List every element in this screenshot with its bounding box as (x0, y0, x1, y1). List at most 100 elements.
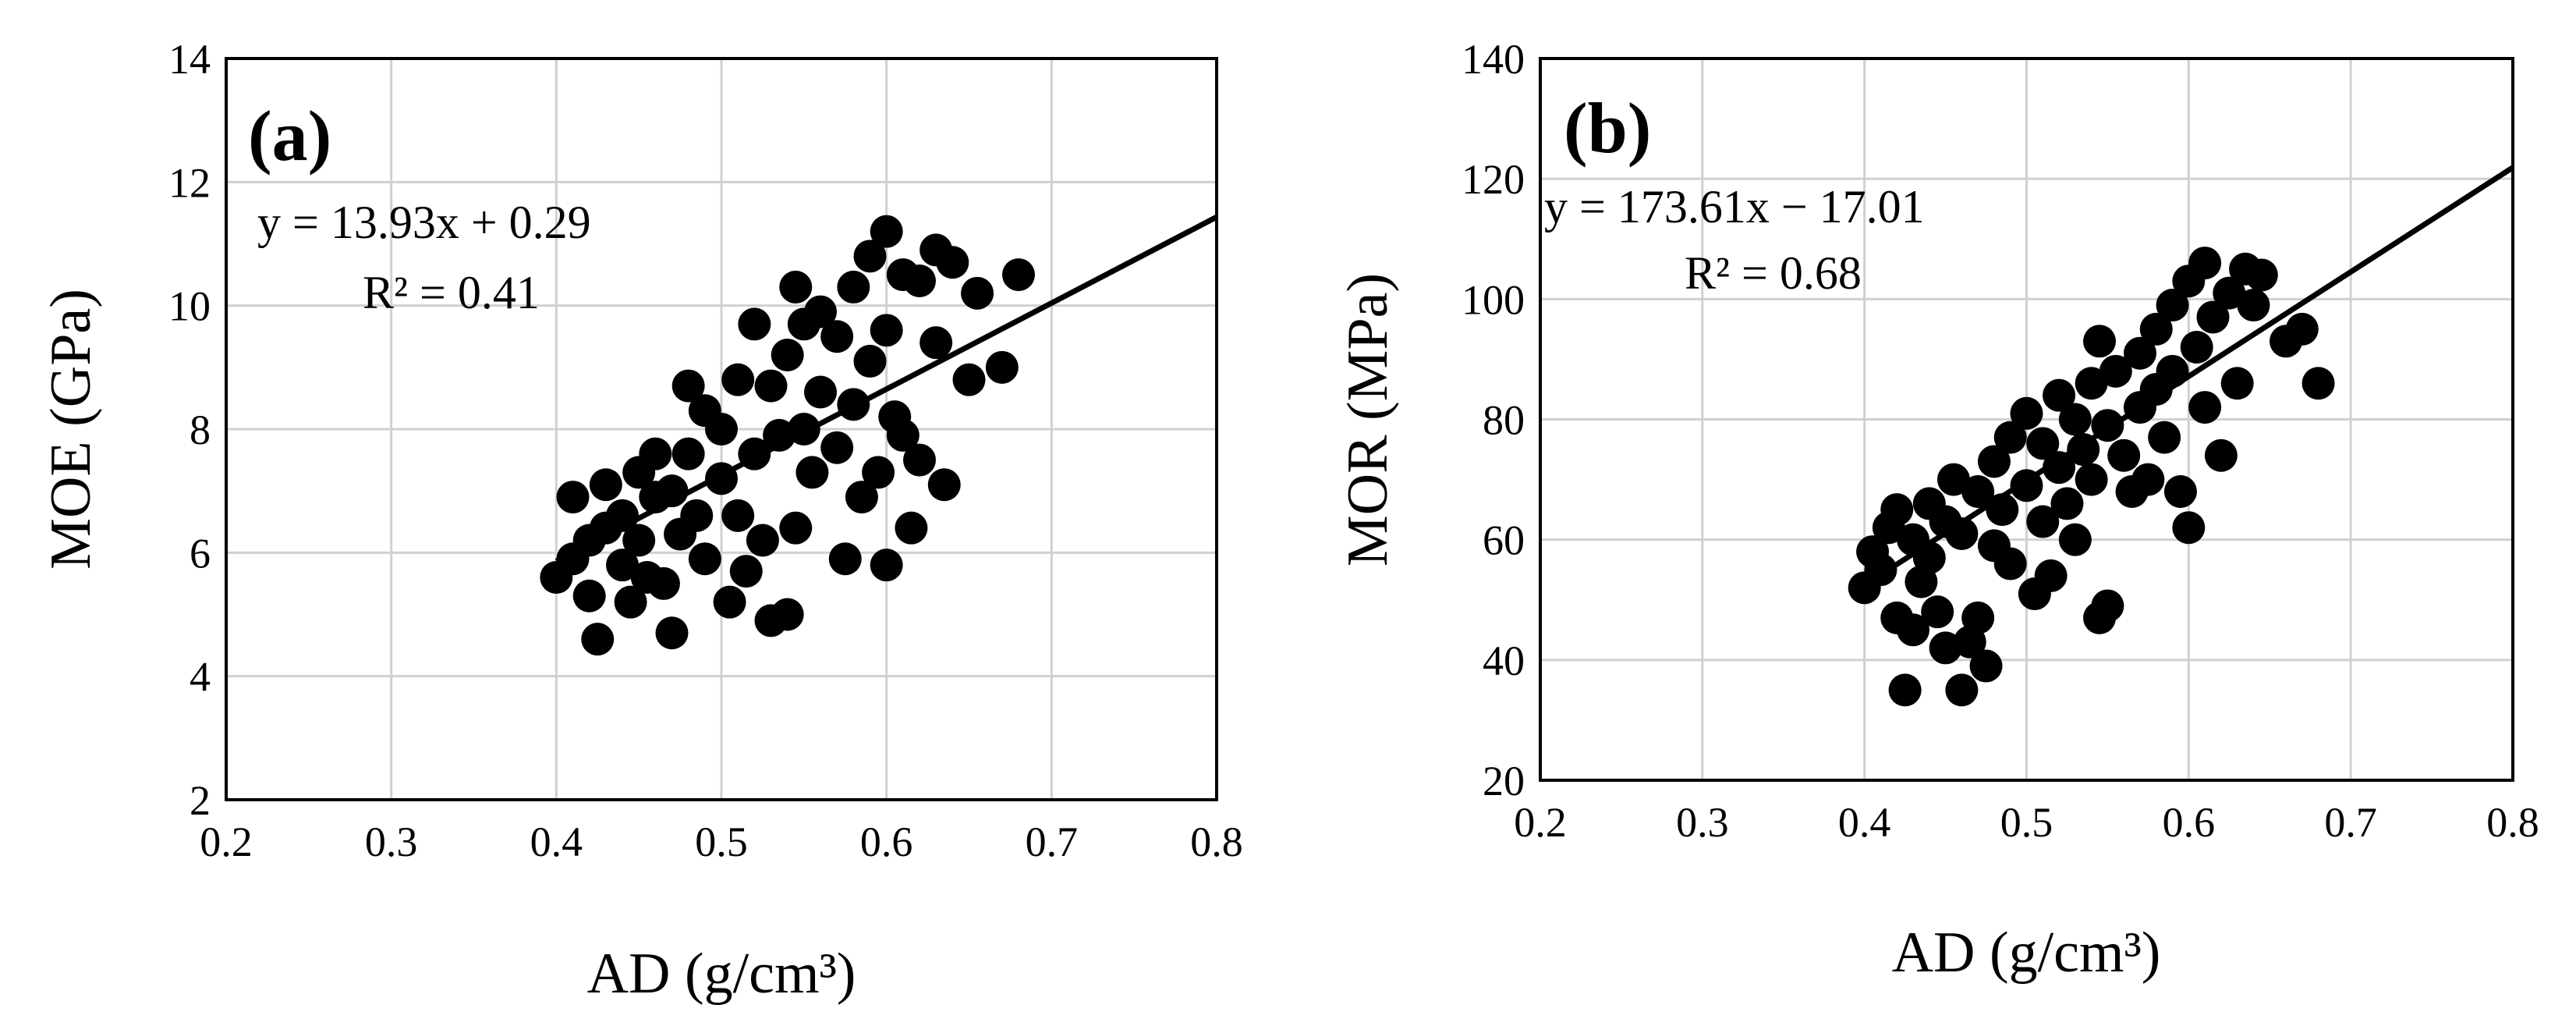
data-point (1888, 673, 1922, 707)
data-point (795, 456, 829, 489)
data-point (927, 468, 961, 502)
data-point (820, 320, 854, 353)
data-point (2245, 258, 2278, 292)
x-tick-labels: 0.2 0.3 0.4 0.5 0.6 0.7 0.8 (1514, 799, 2539, 846)
chart-panel-moe: 0.2 0.3 0.4 0.5 0.6 0.7 0.8 2 4 6 8 10 12 14 (a) y =… (39, 36, 1243, 1006)
data-point (2083, 325, 2117, 358)
data-point (671, 437, 705, 470)
r-squared: R² = 0.41 (363, 267, 540, 318)
data-point (721, 499, 755, 532)
data-point (1969, 649, 2003, 683)
data-point (1993, 547, 2027, 581)
data-point (845, 481, 878, 514)
data-point (655, 616, 689, 650)
data-point (2196, 300, 2230, 334)
data-point (1961, 601, 1995, 634)
data-point (853, 240, 887, 273)
data-point (1002, 258, 1035, 292)
trendline-segment (1862, 165, 2514, 588)
data-point (1897, 613, 1930, 647)
data-point (804, 295, 837, 328)
data-point (2131, 463, 2165, 496)
data-point (647, 566, 680, 600)
y-tick-label: 12 (168, 159, 211, 206)
data-point (754, 369, 788, 403)
data-point (2180, 331, 2213, 364)
x-tick-label: 0.6 (2163, 799, 2216, 846)
data-point (639, 437, 672, 470)
scatter-points (540, 215, 1035, 656)
x-tick-label: 0.8 (1190, 818, 1243, 865)
x-tick-label: 0.8 (2486, 799, 2539, 846)
y-tick-label: 80 (1483, 397, 1525, 444)
data-point (2172, 511, 2206, 545)
plot-frame (1539, 57, 2514, 782)
data-point (2075, 367, 2108, 400)
data-point (771, 339, 804, 371)
data-point (2139, 312, 2173, 346)
trendline-segment (555, 215, 1218, 564)
data-point (556, 481, 590, 514)
x-tick-label: 0.7 (2324, 799, 2377, 846)
plot-frame (225, 57, 1218, 801)
data-point (2058, 403, 2092, 436)
y-tick-label: 8 (190, 407, 211, 453)
y-tick-labels: 20 40 60 80 100 120 140 (1462, 36, 1525, 804)
x-tick-label: 0.2 (1514, 799, 1567, 846)
regression-equation: y = 13.93x + 0.29 (257, 197, 591, 248)
data-point (779, 270, 813, 304)
data-point (680, 499, 714, 532)
regression-equation: y = 173.61x − 17.01 (1544, 181, 1925, 233)
data-point (919, 326, 953, 360)
data-point (589, 468, 622, 502)
data-point (2148, 421, 2181, 454)
data-point (2188, 247, 2222, 280)
trendline (555, 215, 1218, 564)
data-point (2123, 336, 2156, 370)
data-point (572, 579, 606, 612)
data-point (985, 350, 1019, 384)
data-point (837, 270, 870, 304)
data-point (705, 413, 738, 446)
data-point (1945, 673, 1979, 707)
data-point (671, 369, 705, 403)
data-point (895, 511, 928, 545)
data-point (862, 456, 895, 489)
data-point (2213, 276, 2246, 310)
data-point (688, 542, 721, 576)
data-point (804, 375, 837, 409)
data-point (2301, 367, 2335, 400)
data-point (1921, 595, 1954, 629)
trendline (1862, 165, 2514, 588)
data-point (2107, 438, 2141, 472)
data-point (2075, 463, 2108, 496)
data-point (2058, 523, 2092, 556)
x-tick-label: 0.7 (1026, 818, 1079, 865)
data-point (738, 307, 771, 341)
data-point (2026, 505, 2060, 538)
data-point (2010, 396, 2043, 430)
y-tick-label: 14 (168, 36, 211, 83)
panel-label: (a) (248, 96, 331, 176)
x-tick-label: 0.5 (695, 818, 748, 865)
y-tick-labels: 2 4 6 8 10 12 14 (168, 36, 211, 824)
data-point (952, 363, 986, 396)
y-tick-label: 4 (190, 654, 211, 701)
data-point (961, 276, 994, 310)
x-tick-label: 0.4 (530, 818, 583, 865)
data-point (2099, 354, 2132, 388)
data-point (2204, 438, 2238, 472)
data-point (1936, 463, 1970, 496)
data-point (1977, 445, 2011, 478)
data-point (771, 598, 804, 631)
x-tick-label: 0.4 (1838, 799, 1891, 846)
data-point (2285, 312, 2319, 346)
data-point (614, 585, 647, 619)
data-point (2188, 391, 2222, 424)
y-tick-label: 60 (1483, 517, 1525, 564)
data-point (2050, 487, 2084, 520)
x-axis-title: AD (g/cm³) (587, 942, 856, 1006)
data-point (713, 585, 746, 619)
data-point (2156, 354, 2189, 388)
y-tick-label: 40 (1483, 637, 1525, 684)
